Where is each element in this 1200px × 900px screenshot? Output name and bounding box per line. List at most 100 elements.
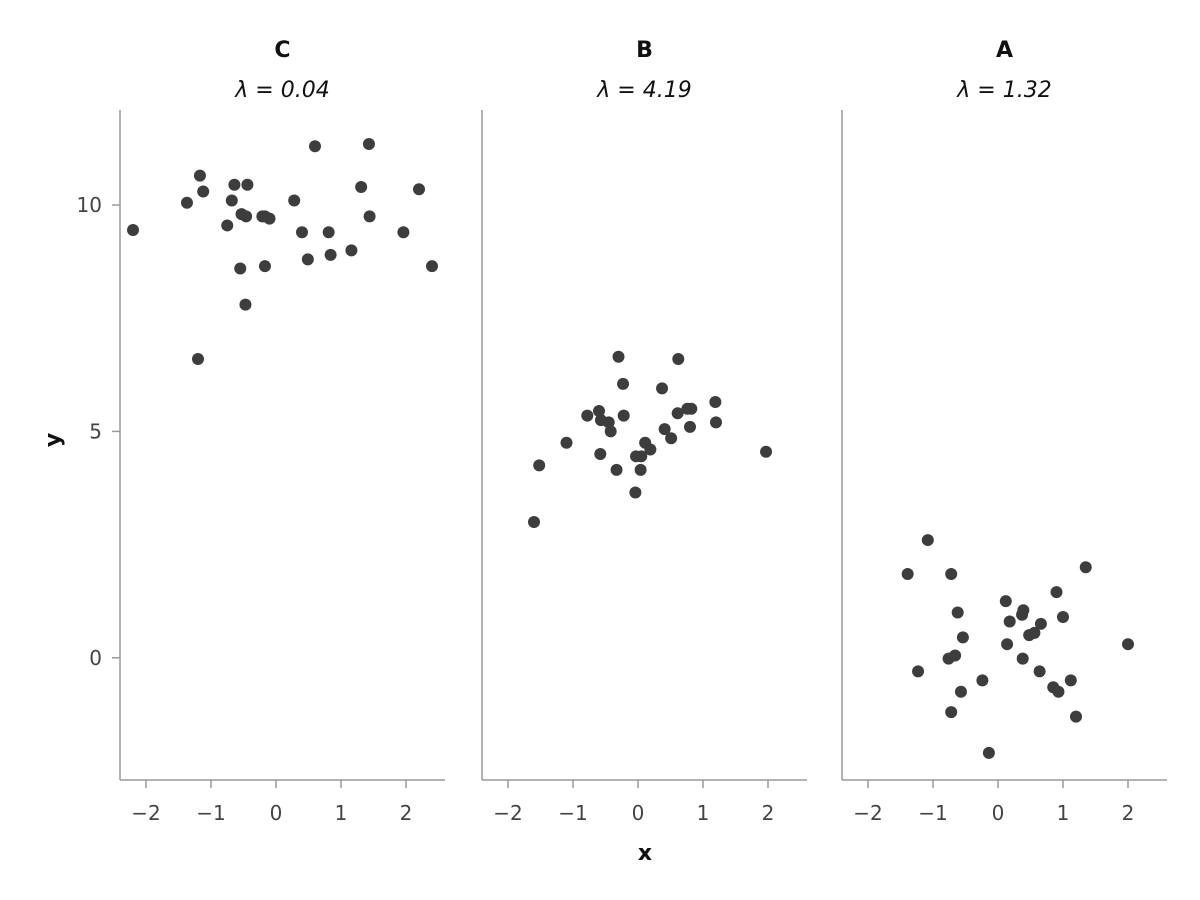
x-tick-label: −2 bbox=[131, 801, 160, 825]
x-tick-label: −1 bbox=[558, 801, 587, 825]
x-tick-label: 2 bbox=[762, 801, 775, 825]
data-point bbox=[1017, 604, 1030, 617]
data-point bbox=[685, 402, 698, 415]
data-point bbox=[426, 260, 438, 273]
data-point bbox=[760, 445, 773, 458]
y-axis-title: y bbox=[41, 433, 66, 447]
data-point bbox=[1003, 615, 1016, 628]
data-point bbox=[976, 674, 989, 687]
data-point bbox=[263, 212, 276, 225]
panel-subtitle: λ = 0.04 bbox=[234, 78, 329, 103]
data-point bbox=[658, 423, 671, 436]
data-point bbox=[228, 178, 241, 191]
data-point bbox=[629, 486, 642, 499]
data-point bbox=[1064, 674, 1077, 687]
data-point bbox=[982, 746, 995, 759]
data-point bbox=[234, 262, 247, 275]
data-point bbox=[355, 180, 368, 193]
data-point bbox=[240, 210, 253, 223]
data-point bbox=[239, 298, 252, 311]
data-point bbox=[999, 595, 1012, 608]
data-point bbox=[1052, 685, 1065, 698]
panel-c: Cλ = 0.04 −2 −1 0 1 2 0 5 10 bbox=[77, 38, 445, 825]
data-point bbox=[671, 407, 684, 420]
data-point bbox=[258, 260, 271, 273]
data-point bbox=[241, 178, 254, 191]
data-point bbox=[1033, 665, 1046, 678]
data-point bbox=[322, 226, 335, 239]
y-tick-label: 0 bbox=[89, 646, 102, 670]
x-tick-label: 0 bbox=[270, 801, 283, 825]
x-tick-label: −1 bbox=[196, 801, 225, 825]
data-point bbox=[612, 350, 625, 363]
data-point bbox=[528, 515, 540, 528]
data-point bbox=[594, 448, 607, 461]
y-tick-label: 5 bbox=[89, 419, 102, 443]
data-point bbox=[593, 405, 605, 418]
data-point bbox=[180, 196, 193, 209]
data-point bbox=[672, 352, 685, 365]
data-point bbox=[1034, 617, 1047, 630]
x-tick-label: 1 bbox=[335, 801, 348, 825]
data-point bbox=[413, 183, 425, 196]
data-point bbox=[665, 432, 678, 445]
data-point bbox=[945, 706, 958, 719]
data-point bbox=[309, 140, 321, 153]
data-point bbox=[1016, 652, 1029, 665]
data-point bbox=[684, 420, 696, 433]
data-point bbox=[345, 244, 358, 257]
data-point bbox=[921, 534, 934, 547]
panel-b: Bλ = 4.19 −2 −1 0 1 2 bbox=[481, 38, 807, 825]
y-tick-label: 10 bbox=[77, 193, 102, 217]
data-point bbox=[1001, 638, 1014, 651]
data-point bbox=[610, 463, 623, 476]
data-point bbox=[602, 416, 615, 429]
data-point bbox=[301, 253, 314, 266]
data-point bbox=[581, 409, 594, 422]
data-point bbox=[945, 568, 958, 581]
data-point bbox=[901, 568, 914, 581]
data-point bbox=[951, 606, 964, 619]
data-point bbox=[193, 169, 206, 182]
data-point bbox=[1079, 561, 1092, 574]
panel-title: A bbox=[996, 38, 1013, 63]
data-point bbox=[710, 416, 722, 429]
data-point bbox=[560, 436, 573, 449]
data-point bbox=[617, 377, 630, 390]
data-point bbox=[912, 665, 925, 678]
panel-subtitle: λ = 1.32 bbox=[956, 78, 1051, 103]
x-tick-label: 2 bbox=[400, 801, 413, 825]
panel-a: Aλ = 1.32 −2 −1 0 1 2 bbox=[841, 38, 1167, 825]
data-point bbox=[225, 194, 238, 207]
data-point bbox=[634, 463, 647, 476]
data-point bbox=[1070, 710, 1082, 723]
data-point bbox=[221, 219, 234, 232]
data-point bbox=[604, 425, 617, 438]
data-point bbox=[949, 649, 962, 662]
data-point bbox=[644, 443, 657, 456]
data-point bbox=[1057, 611, 1069, 624]
data-point bbox=[617, 409, 630, 422]
data-point bbox=[1028, 626, 1041, 639]
data-point bbox=[296, 226, 308, 239]
data-point bbox=[127, 223, 139, 236]
data-point bbox=[1050, 586, 1063, 599]
data-point bbox=[709, 395, 722, 408]
x-tick-label: 1 bbox=[697, 801, 710, 825]
data-point bbox=[363, 210, 376, 223]
data-point bbox=[1122, 638, 1134, 651]
data-point bbox=[324, 248, 337, 261]
data-point bbox=[954, 685, 967, 698]
panel-subtitle: λ = 4.19 bbox=[596, 78, 691, 103]
data-point bbox=[956, 631, 969, 644]
x-tick-label: 2 bbox=[1122, 801, 1135, 825]
x-tick-label: 0 bbox=[632, 801, 645, 825]
x-tick-label: −2 bbox=[853, 801, 882, 825]
data-point bbox=[197, 185, 210, 198]
x-tick-label: 0 bbox=[992, 801, 1005, 825]
data-point bbox=[635, 450, 648, 463]
panel-title: C bbox=[274, 38, 290, 63]
data-point bbox=[362, 137, 375, 150]
